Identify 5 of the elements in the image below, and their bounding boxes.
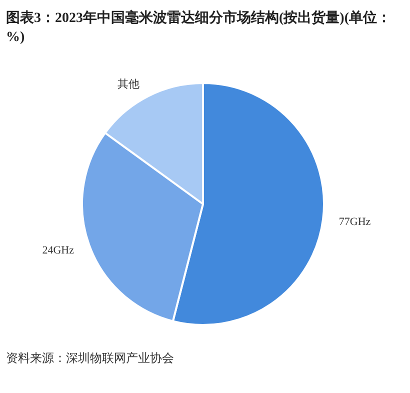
- chart-title: 图表3：2023年中国毫米波雷达细分市场结构(按出货量)(单位：%): [6, 9, 391, 45]
- slice-label: 24GHz: [42, 244, 74, 257]
- text: 资料来源：深圳物联网产业协会: [6, 351, 174, 365]
- slice-label: 其他: [118, 78, 140, 91]
- slice-label: 77GHz: [338, 216, 371, 228]
